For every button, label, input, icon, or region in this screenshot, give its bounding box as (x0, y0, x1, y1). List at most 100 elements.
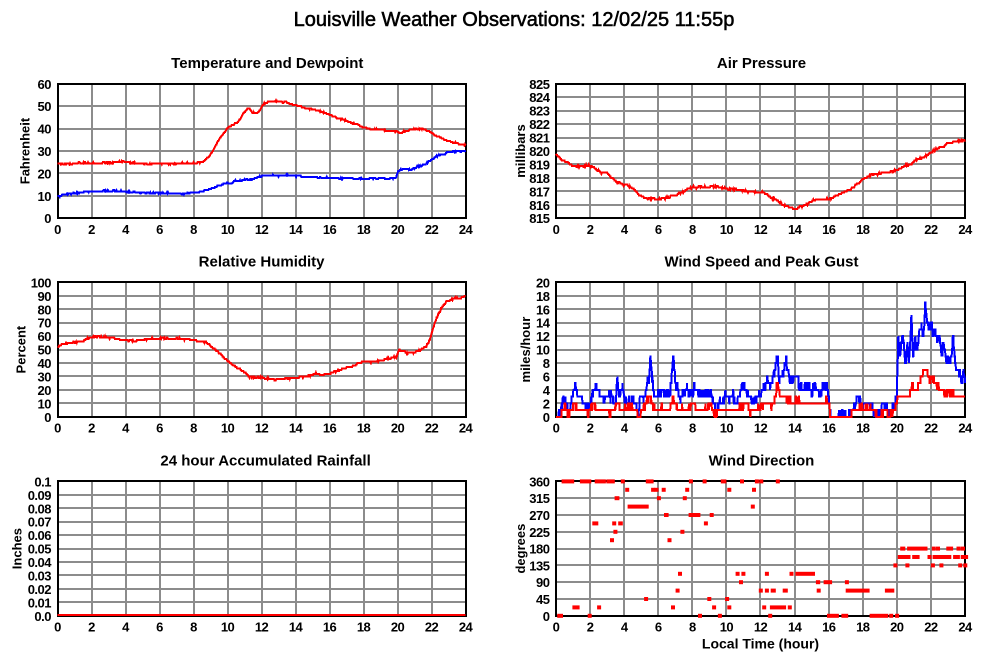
svg-text:816: 816 (529, 198, 549, 213)
svg-text:0.05: 0.05 (28, 542, 52, 557)
svg-text:0: 0 (543, 609, 550, 624)
svg-text:0: 0 (54, 222, 61, 237)
svg-text:24: 24 (958, 222, 973, 237)
svg-text:20: 20 (890, 421, 904, 436)
svg-text:12: 12 (255, 620, 269, 635)
svg-text:8: 8 (689, 222, 696, 237)
svg-text:14: 14 (788, 620, 803, 635)
svg-text:8: 8 (190, 620, 197, 635)
svg-text:0: 0 (543, 410, 550, 425)
svg-text:818: 818 (529, 171, 549, 186)
svg-text:10: 10 (720, 620, 734, 635)
svg-text:14: 14 (289, 421, 304, 436)
svg-text:miles/hour: miles/hour (518, 317, 533, 383)
svg-text:2: 2 (587, 421, 594, 436)
svg-text:825: 825 (529, 77, 549, 92)
svg-text:4: 4 (621, 421, 629, 436)
svg-text:360: 360 (529, 474, 549, 489)
svg-text:16: 16 (323, 421, 337, 436)
svg-text:18: 18 (357, 421, 371, 436)
svg-text:14: 14 (289, 620, 304, 635)
svg-text:22: 22 (425, 222, 439, 237)
svg-text:22: 22 (924, 421, 938, 436)
svg-text:14: 14 (289, 222, 304, 237)
svg-text:4: 4 (543, 383, 551, 398)
svg-text:20: 20 (391, 222, 405, 237)
svg-text:4: 4 (621, 620, 629, 635)
svg-text:Local Time (hour): Local Time (hour) (702, 635, 819, 651)
svg-text:0: 0 (553, 620, 560, 635)
svg-text:16: 16 (822, 421, 836, 436)
svg-text:18: 18 (536, 289, 550, 304)
svg-text:20: 20 (38, 383, 52, 398)
svg-text:4: 4 (122, 421, 130, 436)
svg-text:0.07: 0.07 (28, 515, 52, 530)
svg-text:12: 12 (255, 421, 269, 436)
svg-text:135: 135 (529, 558, 549, 573)
svg-text:0.03: 0.03 (28, 569, 52, 584)
svg-text:0.08: 0.08 (28, 501, 52, 516)
svg-text:Percent: Percent (14, 325, 29, 373)
svg-text:8: 8 (689, 421, 696, 436)
svg-text:2: 2 (543, 396, 550, 411)
svg-text:90: 90 (536, 575, 550, 590)
svg-text:8: 8 (543, 356, 550, 371)
svg-text:6: 6 (655, 421, 662, 436)
svg-text:180: 180 (529, 542, 549, 557)
svg-text:18: 18 (856, 421, 870, 436)
svg-text:22: 22 (924, 620, 938, 635)
svg-text:Fahrenheit: Fahrenheit (18, 117, 33, 184)
svg-text:819: 819 (529, 157, 549, 172)
svg-text:20: 20 (890, 222, 904, 237)
svg-text:20: 20 (391, 620, 405, 635)
svg-text:20: 20 (391, 421, 405, 436)
svg-text:10: 10 (536, 343, 550, 358)
svg-text:6: 6 (543, 370, 550, 385)
svg-text:10: 10 (720, 222, 734, 237)
svg-text:22: 22 (425, 421, 439, 436)
svg-text:Wind Speed and Peak Gust: Wind Speed and Peak Gust (664, 254, 858, 271)
svg-text:Relative Humidity: Relative Humidity (199, 254, 326, 271)
svg-text:18: 18 (357, 222, 371, 237)
svg-text:815: 815 (529, 211, 549, 226)
svg-text:0: 0 (553, 222, 560, 237)
svg-text:10: 10 (221, 620, 235, 635)
svg-text:817: 817 (529, 184, 549, 199)
svg-text:2: 2 (587, 222, 594, 237)
svg-text:6: 6 (655, 222, 662, 237)
svg-text:20: 20 (536, 275, 550, 290)
svg-text:18: 18 (856, 222, 870, 237)
svg-text:60: 60 (38, 77, 52, 92)
svg-text:18: 18 (856, 620, 870, 635)
svg-text:Wind Direction: Wind Direction (709, 453, 815, 470)
svg-text:2: 2 (88, 222, 95, 237)
svg-text:Temperature and Dewpoint: Temperature and Dewpoint (171, 55, 363, 72)
svg-text:24: 24 (459, 421, 474, 436)
svg-text:10: 10 (38, 396, 52, 411)
svg-text:824: 824 (529, 90, 550, 105)
svg-text:16: 16 (323, 222, 337, 237)
svg-text:12: 12 (754, 620, 768, 635)
svg-text:822: 822 (529, 117, 549, 132)
svg-text:0.0: 0.0 (34, 609, 51, 624)
svg-text:30: 30 (38, 370, 52, 385)
svg-text:2: 2 (88, 620, 95, 635)
svg-text:45: 45 (536, 592, 550, 607)
svg-text:16: 16 (323, 620, 337, 635)
svg-text:0: 0 (553, 421, 560, 436)
svg-text:Inches: Inches (10, 528, 25, 569)
svg-text:40: 40 (38, 122, 52, 137)
svg-text:4: 4 (621, 222, 629, 237)
svg-text:14: 14 (536, 316, 551, 331)
svg-text:6: 6 (156, 222, 163, 237)
svg-text:0.09: 0.09 (28, 488, 52, 503)
svg-text:6: 6 (655, 620, 662, 635)
svg-text:10: 10 (38, 189, 52, 204)
svg-text:0: 0 (44, 410, 51, 425)
svg-text:12: 12 (754, 222, 768, 237)
svg-text:270: 270 (529, 508, 549, 523)
svg-text:10: 10 (221, 421, 235, 436)
svg-text:0: 0 (54, 421, 61, 436)
svg-text:315: 315 (529, 491, 549, 506)
svg-text:22: 22 (425, 620, 439, 635)
